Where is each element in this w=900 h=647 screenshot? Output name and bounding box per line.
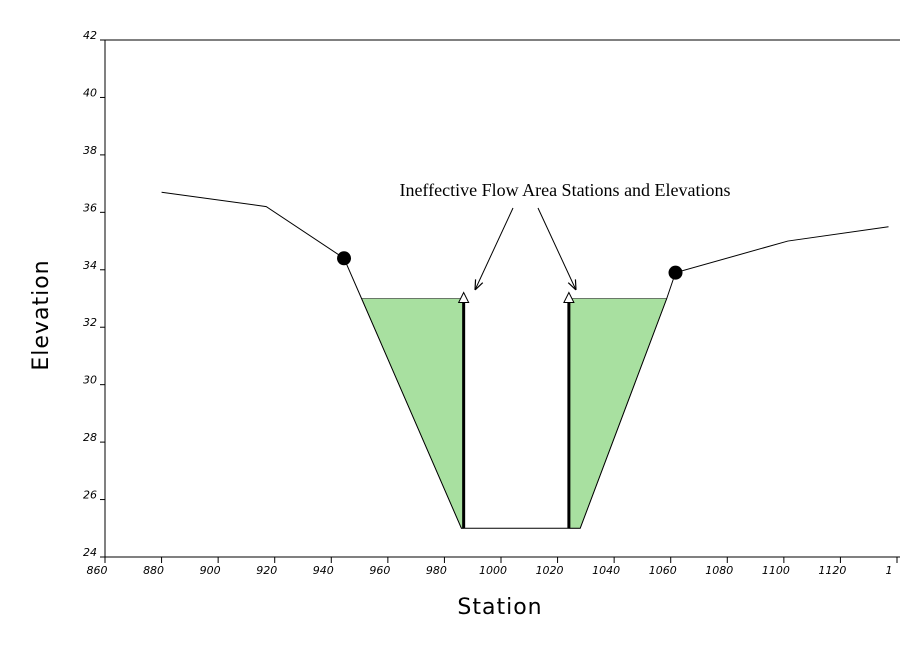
y-tick-label: 28	[83, 431, 97, 444]
ineffective-area	[568, 298, 668, 529]
y-tick-label: 32	[83, 316, 97, 329]
y-tick-label: 38	[83, 144, 97, 157]
ineffective-marker	[457, 291, 470, 303]
annotation: Ineffective Flow Area Stations and Eleva…	[399, 180, 730, 200]
x-tick-label: 940	[313, 564, 334, 577]
x-tick-label: 980	[426, 564, 447, 577]
annotation-arrow	[475, 207, 514, 290]
y-axis-title: Elevation	[29, 259, 54, 370]
x-tick-label: 1100	[762, 564, 790, 577]
x-tick-label: 1000	[479, 564, 507, 577]
x-tick-label: 860	[87, 564, 108, 577]
x-tick-label: 1040	[592, 564, 620, 577]
y-tick-label: 26	[83, 489, 97, 502]
x-tick-label: 1080	[705, 564, 733, 577]
x-tick-label: 1120	[818, 564, 846, 577]
ineffective-marker	[563, 291, 575, 303]
y-tick-label: 36	[83, 201, 97, 214]
ground-line	[161, 191, 889, 529]
x-tick-label: 900	[200, 564, 221, 577]
y-tick-label: 34	[83, 259, 97, 272]
y-tick-label: 30	[83, 374, 97, 387]
y-tick-label: 42	[83, 29, 97, 42]
x-tick-label: 880	[143, 564, 164, 577]
bank-station	[668, 265, 683, 280]
y-tick-label: 40	[83, 86, 97, 99]
x-tick-label: 960	[369, 564, 390, 577]
x-tick-label: 1060	[649, 564, 677, 577]
x-tick-label: 920	[256, 564, 277, 577]
x-tick-label: 1020	[536, 564, 564, 577]
annotation-arrow	[537, 207, 576, 290]
x-tick-label: 1	[886, 564, 893, 577]
bank-station	[337, 251, 352, 266]
y-tick-label: 24	[83, 546, 97, 559]
x-axis-title: Station	[457, 595, 542, 620]
